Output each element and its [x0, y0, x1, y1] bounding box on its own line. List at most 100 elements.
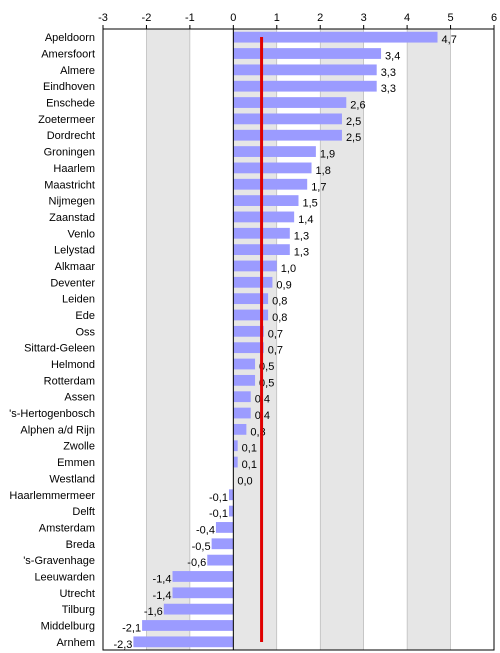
value-label: 1,0	[281, 263, 296, 275]
value-label: -1,4	[153, 590, 172, 602]
category-label: Amsterdam	[39, 522, 95, 534]
category-label: Groningen	[44, 147, 95, 159]
bar	[233, 195, 299, 206]
x-axis-ticks: -3 -2 -1 0 1 2 3 4 5 6	[98, 12, 497, 29]
category-label: Haarlemmermeer	[9, 490, 95, 502]
category-label: Haarlem	[53, 163, 95, 175]
category-label: Breda	[66, 539, 96, 551]
x-tick-label: 2	[317, 12, 323, 24]
category-label: Alkmaar	[55, 261, 96, 273]
category-label: Deventer	[50, 277, 95, 289]
category-label: Almere	[60, 65, 95, 77]
plot-frame	[102, 28, 495, 651]
category-label: Alphen a/d Rijn	[20, 424, 95, 436]
x-tick-label: 5	[447, 12, 453, 24]
bar	[233, 407, 251, 419]
value-label: 1,9	[320, 149, 335, 161]
bar	[233, 456, 238, 468]
value-label: -2,3	[113, 639, 132, 651]
value-label: -1,6	[144, 606, 163, 618]
bar	[233, 358, 256, 370]
category-label: Rotterdam	[44, 375, 95, 387]
bar	[207, 554, 234, 566]
bar	[172, 587, 234, 599]
category-label: Ede	[75, 310, 95, 322]
bar	[233, 325, 264, 337]
value-label: 3,3	[381, 67, 396, 79]
value-label: -0,4	[196, 524, 215, 536]
value-label: 1,3	[294, 247, 309, 259]
bar	[233, 146, 316, 157]
bar	[233, 80, 377, 92]
category-labels: Apeldoorn Amersfoort Almere Eindhoven Ensche…	[9, 32, 96, 649]
category-label: 's-Gravenhage	[23, 555, 95, 567]
category-label: Amersfoort	[41, 49, 95, 61]
category-label: Middelburg	[41, 620, 95, 632]
bar	[233, 129, 342, 141]
value-label: 1,4	[298, 214, 313, 226]
category-label: 's-Hertogenbosch	[9, 408, 95, 420]
value-label: 0,9	[276, 279, 291, 291]
value-label: 0,7	[268, 345, 283, 357]
category-label: Zwolle	[63, 441, 95, 453]
category-label: Sittard-Geleen	[24, 343, 95, 355]
category-label: Venlo	[67, 228, 95, 240]
value-label: 2,5	[346, 132, 361, 144]
value-label: 0,8	[272, 312, 287, 324]
value-label: -0,1	[209, 508, 228, 520]
category-label: Apeldoorn	[45, 32, 95, 44]
bar	[228, 489, 234, 501]
category-label: Zaanstad	[49, 212, 95, 224]
category-label: Westland	[49, 473, 95, 485]
bar	[233, 31, 438, 43]
bar	[211, 538, 234, 550]
bar	[233, 309, 269, 321]
value-label: 2,6	[350, 100, 365, 112]
category-label: Nijmegen	[49, 196, 95, 208]
bar	[172, 571, 234, 582]
value-label: -1,4	[153, 573, 172, 585]
category-label: Emmen	[57, 457, 95, 469]
x-tick-label: -3	[98, 12, 108, 24]
bar	[233, 211, 295, 223]
bar	[233, 374, 256, 386]
value-label: 0,1	[242, 459, 257, 471]
category-label: Dordrecht	[47, 130, 95, 142]
bar	[228, 505, 234, 517]
bar	[233, 48, 382, 59]
bar	[233, 293, 269, 305]
value-label: 3,4	[385, 51, 400, 63]
bar	[233, 97, 347, 108]
category-label: Zoetermeer	[38, 114, 95, 126]
value-label: 0,8	[272, 296, 287, 308]
bar	[233, 178, 308, 190]
x-tick-label: 6	[491, 12, 497, 24]
category-label: Maastricht	[44, 179, 95, 191]
bar	[233, 113, 342, 125]
category-label: Enschede	[46, 98, 95, 110]
grid-band	[407, 29, 451, 650]
category-label: Delft	[72, 506, 95, 518]
bar	[233, 391, 251, 403]
x-tick-label: -2	[142, 12, 152, 24]
category-label: Utrecht	[60, 588, 95, 600]
value-label: 2,5	[346, 116, 361, 128]
category-label: Eindhoven	[43, 81, 95, 93]
x-tick-label: 4	[404, 12, 410, 24]
x-tick-label: 1	[274, 12, 280, 24]
bar	[133, 636, 234, 648]
bar	[142, 620, 234, 631]
bar	[233, 64, 377, 76]
category-label: Leeuwarden	[34, 571, 95, 583]
value-label: -0,1	[209, 492, 228, 504]
category-label: Lelystad	[54, 245, 95, 257]
category-label: Tilburg	[62, 604, 95, 616]
bar	[215, 522, 234, 533]
bar	[233, 276, 273, 288]
value-label: 1,7	[311, 181, 326, 193]
value-label: 0,7	[268, 328, 283, 340]
grid-band	[146, 29, 190, 650]
category-label: Leiden	[62, 294, 95, 306]
x-tick-label: -1	[185, 12, 195, 24]
